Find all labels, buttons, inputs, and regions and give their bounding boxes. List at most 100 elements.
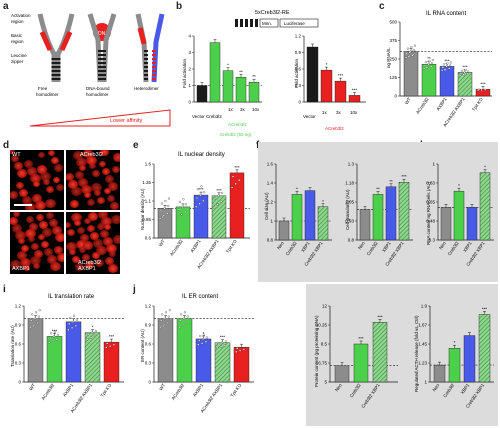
nucleus-stain <box>81 185 92 195</box>
b-left-sig-label: ** <box>239 69 243 74</box>
chart-e-data-point <box>220 200 223 203</box>
chart-i-data-point <box>75 318 78 321</box>
chart-g-bar <box>359 209 371 241</box>
caption-homodimer-1: homodimer <box>36 92 59 97</box>
chart-h-ytick-label: 0.65 <box>426 200 435 205</box>
panel-g: Cell granularity (AU) 0.8 0.93 1.05 1.18 1.3… <box>345 162 413 267</box>
nucleus-stain <box>74 220 81 226</box>
chart-l-ytick-label: 1.9 <box>421 304 428 309</box>
scale-bar <box>14 204 32 206</box>
nucleus-stain <box>10 217 18 225</box>
chart-j-bar <box>176 318 193 383</box>
chart-e-data-point <box>234 182 237 185</box>
chart-j-data-point <box>201 342 204 345</box>
chart-g-sig-label: ** <box>389 179 393 184</box>
nucleus-stain <box>100 150 109 156</box>
chart-g-bar <box>398 182 410 241</box>
nucleus-stain <box>113 235 120 244</box>
chart-j-data-point <box>220 345 223 348</box>
b-right-ytick-label: 0 <box>298 100 301 105</box>
b-right-dose-10x: 10x <box>350 110 358 115</box>
nucleus-stain <box>51 157 59 164</box>
chart-i-data-point <box>67 328 70 331</box>
panel-k: Protein content (pg protein/ng DNA) 5 6.7… <box>314 304 398 409</box>
chart-c-data-point <box>431 58 435 61</box>
chart-l-xlabel: Neo <box>431 382 440 392</box>
chart-i-data-point <box>106 342 109 345</box>
nucleus-stain <box>46 212 54 219</box>
chart-c-data-point <box>448 67 451 70</box>
chart-g-sig-label: ** <box>376 186 380 191</box>
chart-g-xlabel: Creb3l2 <box>366 240 379 256</box>
c-chart: 0125250375500WT**ACreb3l2***AXBP1***ACre… <box>389 20 492 128</box>
chart-c-data-point <box>445 65 448 68</box>
chart-i-data-point <box>109 345 112 348</box>
chart-k-ytick-label: 6.75 <box>318 361 327 366</box>
chart-j-data-point <box>235 350 238 353</box>
chart-c-data-point <box>410 46 413 49</box>
chart-e-data-point <box>200 185 203 188</box>
chart-e-data-point <box>231 175 235 178</box>
chart-i-data-point <box>52 335 56 338</box>
nucleus-stain <box>33 181 40 187</box>
chart-i-data-point <box>37 315 40 318</box>
chart-i-xlabel: AXBP1 <box>62 382 75 397</box>
micro-label-wt: WT <box>12 152 21 158</box>
chart-i-data-point <box>68 322 71 325</box>
chart-i-ytick-label: 1.2 <box>15 304 22 309</box>
nucleus-stain <box>20 258 31 268</box>
nucleus-stain <box>44 248 53 256</box>
nucleus-stain <box>25 203 36 210</box>
chart-e-data-point <box>185 203 188 206</box>
panel-f: Cell size (AU) 0.8 1 1.2 1.4 1.6 Neo * Creb3l2 X… <box>264 162 332 267</box>
chart-e-data-point <box>199 194 202 197</box>
panel-letter-c: c <box>379 1 385 12</box>
caption-dna-bound: DNA-bound <box>86 86 110 91</box>
b-left-dose-10x: 10x <box>252 107 260 112</box>
nucleus-stain <box>52 226 62 235</box>
chart-i-data-point <box>69 316 72 319</box>
chart-c-data-point <box>407 55 410 58</box>
nucleus-stain <box>35 201 46 210</box>
nucleus-stain <box>101 217 112 227</box>
chart-i-data-point <box>31 313 34 316</box>
chart-i-data-point <box>32 325 35 328</box>
nucleus-stain <box>80 234 89 242</box>
chart-c-data-point <box>467 70 470 73</box>
b-left-ytick-label: 4 <box>188 34 191 39</box>
chart-j-xlabel: WT <box>158 383 166 392</box>
chart-c-data-point <box>405 56 408 59</box>
nucleus-stain <box>38 234 45 240</box>
chart-e-bar <box>175 206 191 239</box>
b-right-chart: 00.30.60.91.2******* <box>295 34 366 105</box>
chart-e-data-point <box>213 197 217 200</box>
chart-k-bar <box>372 322 388 383</box>
chart-j-data-point <box>162 325 165 328</box>
chart-e-data-point <box>216 203 219 206</box>
chart-j-data-point <box>180 313 183 316</box>
chart-i-data-point <box>71 326 74 329</box>
nucleus-stain <box>98 212 108 219</box>
nucleus-stain <box>45 199 56 209</box>
chart-h-xlabel: Creb3l2 <box>447 240 460 256</box>
nucleus-stain <box>32 194 42 203</box>
chart-h-ytick-label: 0.48 <box>426 219 435 224</box>
g-chart: 0.80.931.051.181.3Neo**Creb3l2**XBP1***C… <box>345 162 413 267</box>
chart-j-ytick-label: 0.6 <box>145 342 152 347</box>
nucleus-stain <box>30 174 41 184</box>
svg-text:DNA: DNA <box>98 31 109 37</box>
chart-e-data-point <box>195 196 199 200</box>
nucleus-stain <box>71 187 82 197</box>
chart-f-bar <box>317 206 329 241</box>
nucleus-stain <box>108 182 118 191</box>
chart-i-data-point <box>87 333 90 336</box>
nucleus-stain <box>104 224 111 230</box>
nucleus-stain <box>54 164 63 172</box>
nucleus-stain <box>23 265 30 271</box>
b-left-ytick-label: 0 <box>188 100 191 105</box>
chart-j-data-point <box>236 347 239 350</box>
chart-j-xlabel: Tpit KO <box>229 382 242 398</box>
chart-e-xlabel: WT <box>158 239 166 248</box>
